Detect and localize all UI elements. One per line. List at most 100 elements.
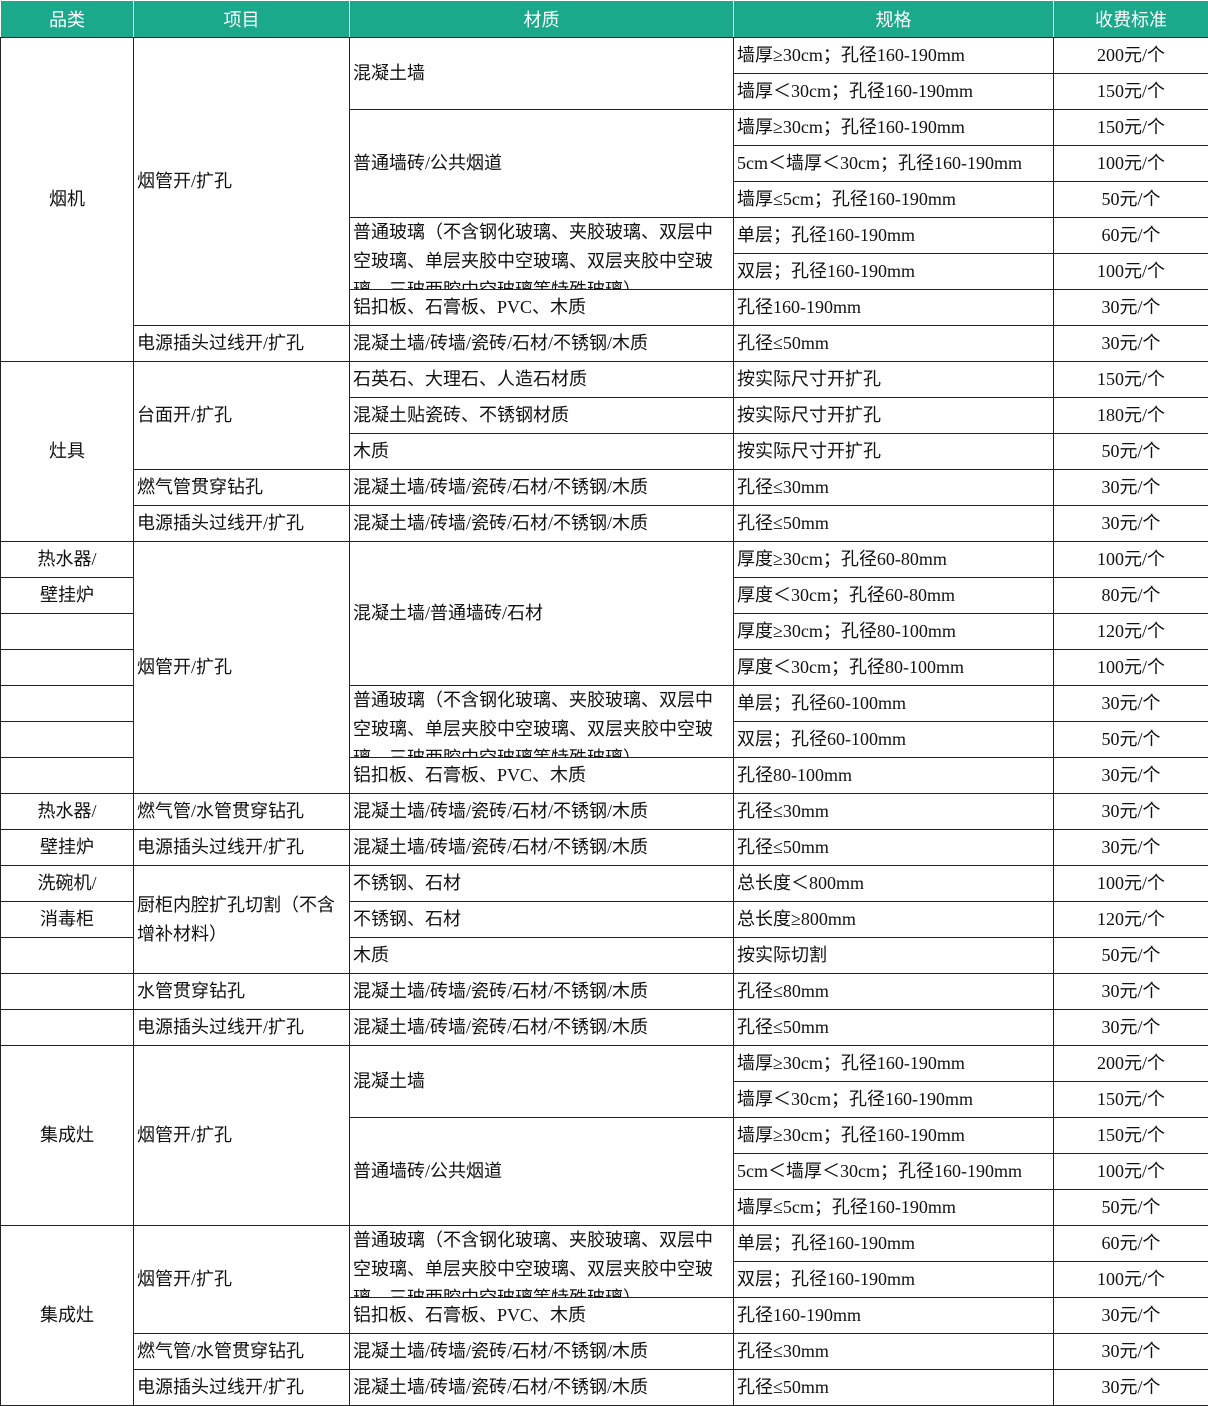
table-row: 电源插头过线开/扩孔 混凝土墙/砖墙/瓷砖/石材/不锈钢/木质 孔径≤50mm 30元… [1, 1369, 1208, 1406]
cell-text: 普通玻璃（不含钢化玻璃、夹胶玻璃、双层中空玻璃、单层夹胶中空玻璃、双层夹胶中空玻… [353, 690, 713, 757]
table-row: 双层；孔径60-100mm 50元/个 [0, 721, 1208, 758]
table-row: 消毒柜 不锈钢、石材 总长度≥800mm 120元/个 [0, 901, 1208, 938]
cell-text: 烟管开/扩孔 [137, 1269, 233, 1289]
category-cell: 热水器/ [0, 793, 134, 830]
spec-cell: 双层；孔径160-190mm [733, 253, 1054, 290]
category-cell: 壁挂炉 [0, 829, 134, 866]
table-row: 普通玻璃（不含钢化玻璃、夹胶玻璃、双层中空玻璃、单层夹胶中空玻璃、双层夹胶中空玻… [1, 217, 1208, 290]
price-cell: 200元/个 [1053, 37, 1208, 74]
price-cell: 150元/个 [1053, 361, 1208, 398]
price-cell: 30元/个 [1053, 505, 1208, 542]
cell-text: 孔径160-190mm [737, 297, 861, 317]
cell-text: 普通墙砖/公共烟道 [353, 153, 503, 173]
cell-text: 普通玻璃（不含钢化玻璃、夹胶玻璃、双层中空玻璃、单层夹胶中空玻璃、双层夹胶中空玻… [353, 1230, 713, 1297]
cell-text: 30元/个 [1101, 1305, 1161, 1325]
cell-text: 燃气管贯穿钻孔 [137, 477, 263, 497]
spec-cell: 孔径≤50mm [733, 325, 1054, 362]
price-cell: 30元/个 [1053, 469, 1208, 506]
spec-cell: 墙厚≥30cm；孔径160-190mm [733, 109, 1054, 146]
cell-text: 厚度≥30cm；孔径80-100mm [737, 621, 956, 641]
item-cell: 烟管开/扩孔 [133, 541, 350, 794]
item-cell: 水管贯穿钻孔 [133, 973, 350, 1010]
price-cell: 100元/个 [1053, 253, 1208, 290]
table-row: 烟机 烟管开/扩孔 混凝土墙 墙厚≥30cm；孔径160-190mm 200元/个 [0, 37, 1208, 362]
cell-text [1, 686, 133, 721]
cell-text: 墙厚≥30cm；孔径160-190mm [737, 117, 965, 137]
spec-cell: 单层；孔径160-190mm [733, 217, 1054, 254]
table-row: 燃气管贯穿钻孔 混凝土墙/砖墙/瓷砖/石材/不锈钢/木质 孔径≤30mm 30元/个 [1, 469, 1208, 506]
price-cell: 30元/个 [1053, 1333, 1208, 1370]
cell-text [1, 614, 133, 649]
table-row: 混凝土贴瓷砖、不锈钢材质 按实际尺寸开扩孔 180元/个 [1, 397, 1208, 434]
cell-text: 5cm＜墙厚＜30cm；孔径160-190mm [737, 1161, 1022, 1181]
cell-text: 混凝土墙/砖墙/瓷砖/石材/不锈钢/木质 [353, 837, 649, 857]
spec-cell: 墙厚＜30cm；孔径160-190mm [733, 1081, 1054, 1118]
header-cell: 规格 [733, 0, 1054, 38]
cell-text [1, 722, 133, 757]
cell-text [1, 650, 133, 685]
cell-text: 孔径160-190mm [737, 1305, 861, 1325]
cell-text: 50元/个 [1101, 1197, 1161, 1217]
cell-text: 30元/个 [1101, 297, 1161, 317]
material-cell: 木质 [349, 433, 734, 470]
material-cell: 混凝土墙/砖墙/瓷砖/石材/不锈钢/木质 [349, 505, 734, 542]
item-cell: 电源插头过线开/扩孔 [133, 325, 350, 362]
header-row: 品类 项目 材质 规格 收费标准 [0, 0, 1208, 38]
cell-text: 石英石、大理石、人造石材质 [353, 369, 587, 389]
item-cell: 燃气管/水管贯穿钻孔 [133, 1333, 350, 1370]
spec-cell: 孔径160-190mm [733, 1297, 1054, 1334]
price-cell: 150元/个 [1053, 1081, 1208, 1118]
category-cell: 灶具 [0, 361, 134, 542]
cell-text: 单层；孔径160-190mm [737, 1233, 915, 1253]
cell-text: 100元/个 [1096, 657, 1165, 677]
cell-text: 50元/个 [1101, 441, 1161, 461]
cell-text: 200元/个 [1096, 45, 1165, 65]
cell-text: 60元/个 [1101, 225, 1161, 245]
cell-text: 混凝土墙/砖墙/瓷砖/石材/不锈钢/木质 [353, 477, 649, 497]
cell-text: 混凝土墙 [353, 1071, 425, 1091]
cell-text: 100元/个 [1096, 1161, 1165, 1181]
cell-text: 墙厚＜30cm；孔径160-190mm [737, 1089, 973, 1109]
material-cell: 普通玻璃（不含钢化玻璃、夹胶玻璃、双层中空玻璃、单层夹胶中空玻璃、双层夹胶中空玻… [349, 1225, 734, 1298]
item-cell: 电源插头过线开/扩孔 [133, 1369, 350, 1406]
cell-text: 孔径≤30mm [737, 477, 829, 497]
category-cell [0, 685, 134, 722]
price-cell: 50元/个 [1053, 181, 1208, 218]
cell-text: 双层；孔径60-100mm [737, 729, 906, 749]
cell-text: 烟管开/扩孔 [137, 1125, 233, 1145]
spec-cell: 墙厚≤5cm；孔径160-190mm [733, 181, 1054, 218]
cell-text: 孔径≤30mm [737, 801, 829, 821]
price-cell: 100元/个 [1053, 1261, 1208, 1298]
spec-cell: 按实际尺寸开扩孔 [733, 433, 1054, 470]
price-cell: 120元/个 [1053, 613, 1208, 650]
cell-text: 30元/个 [1101, 693, 1161, 713]
cell-text: 壁挂炉 [40, 837, 94, 857]
cell-text: 墙厚≤5cm；孔径160-190mm [737, 189, 956, 209]
price-cell: 180元/个 [1053, 397, 1208, 434]
material-cell: 普通玻璃（不含钢化玻璃、夹胶玻璃、双层中空玻璃、单层夹胶中空玻璃、双层夹胶中空玻… [349, 685, 734, 758]
material-cell: 混凝土墙/砖墙/瓷砖/石材/不锈钢/木质 [349, 325, 734, 362]
cell-text: 200元/个 [1096, 1053, 1165, 1073]
table-row: 燃气管/水管贯穿钻孔 混凝土墙/砖墙/瓷砖/石材/不锈钢/木质 孔径≤30mm 30元… [1, 1333, 1208, 1370]
cell-text: 不锈钢、石材 [353, 909, 461, 929]
cell-text: 电源插头过线开/扩孔 [137, 333, 305, 353]
cell-text: 混凝土墙/普通墙砖/石材 [353, 603, 544, 623]
price-cell: 30元/个 [1053, 973, 1208, 1010]
cell-text: 单层；孔径160-190mm [737, 225, 915, 245]
cell-text: 50元/个 [1101, 729, 1161, 749]
cell-text: 50元/个 [1101, 189, 1161, 209]
item-cell: 烟管开/扩孔 [133, 1045, 350, 1226]
cell-text: 烟管开/扩孔 [137, 171, 233, 191]
cell-text: 100元/个 [1096, 261, 1165, 281]
cell-text: 按实际尺寸开扩孔 [737, 441, 881, 461]
cell-text: 普通墙砖/公共烟道 [353, 1161, 503, 1181]
cell-text: 混凝土墙/砖墙/瓷砖/石材/不锈钢/木质 [353, 981, 649, 1001]
cell-text: 双层；孔径160-190mm [737, 261, 915, 281]
table-row: 集成灶 烟管开/扩孔 普通玻璃（不含钢化玻璃、夹胶玻璃、双层中空玻璃、单层夹胶中空玻… [0, 1225, 1208, 1406]
cell-text: 铝扣板、石膏板、PVC、木质 [353, 765, 587, 785]
material-cell: 混凝土墙/砖墙/瓷砖/石材/不锈钢/木质 [349, 1369, 734, 1406]
cell-text: 燃气管/水管贯穿钻孔 [137, 801, 305, 821]
price-cell: 100元/个 [1053, 865, 1208, 902]
item-cell: 电源插头过线开/扩孔 [133, 829, 350, 866]
cell-text: 集成灶 [40, 1305, 94, 1325]
